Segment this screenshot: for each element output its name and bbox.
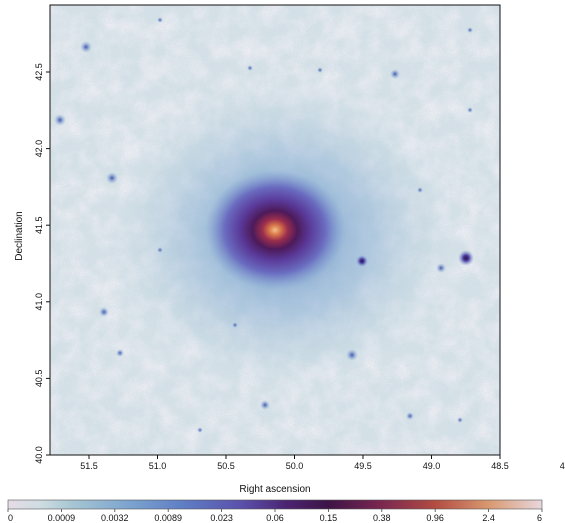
field-star xyxy=(317,67,323,73)
field-star xyxy=(157,17,163,23)
colorbar-tick-label: 0.0032 xyxy=(101,513,129,523)
x-tick-label: 49.5 xyxy=(354,461,372,471)
y-tick-label: 41.5 xyxy=(34,216,44,234)
field-star xyxy=(54,114,66,126)
y-tick-label: 42.0 xyxy=(34,140,44,158)
y-tick-label: 41.0 xyxy=(34,293,44,311)
bright-star xyxy=(356,255,368,267)
colorbar-tick-label: 0.023 xyxy=(210,513,233,523)
field-star xyxy=(406,412,414,420)
field-star xyxy=(436,263,446,273)
y-tick-label: 40.0 xyxy=(34,446,44,464)
field-star xyxy=(197,427,203,433)
x-tick-label: 51.5 xyxy=(80,461,98,471)
colorbar-tick-label: 2.4 xyxy=(482,513,495,523)
map-frame xyxy=(49,4,501,456)
colorbar-ticks: 0 0.0009 0.0032 0.0089 0.023 0.06 0.15 0.38 0.96… xyxy=(7,509,543,523)
field-star xyxy=(260,400,270,410)
colorbar-tick-label: 0.15 xyxy=(320,513,338,523)
x-tick-label: 51.0 xyxy=(149,461,167,471)
y-axis-ticks: 40.0 40.5 41.0 41.5 42.0 42.5 xyxy=(34,63,50,464)
x-axis-title: Right ascension xyxy=(239,484,310,495)
x-tick-label: 50.5 xyxy=(217,461,235,471)
field-star xyxy=(467,107,473,113)
sky-image xyxy=(50,5,500,455)
x-axis-ticks: 51.5 51.0 50.5 50.0 49.5 49.0 48.5 48.0 xyxy=(80,455,565,471)
x-tick-label: 48.0 xyxy=(560,461,565,471)
field-star xyxy=(247,65,253,71)
x-tick-label: 48.5 xyxy=(491,461,509,471)
field-star xyxy=(116,349,124,357)
colorbar xyxy=(7,499,543,510)
y-axis-title: Declination xyxy=(14,211,25,260)
galaxy-core xyxy=(205,170,345,290)
colorbar-tick-label: 0.38 xyxy=(373,513,391,523)
y-tick-label: 42.5 xyxy=(34,63,44,81)
colorbar-tick-label: 0.0089 xyxy=(154,513,182,523)
x-tick-label: 49.0 xyxy=(423,461,441,471)
field-star xyxy=(346,349,358,361)
field-star xyxy=(106,172,118,184)
x-tick-label: 50.0 xyxy=(286,461,304,471)
field-star xyxy=(467,27,473,33)
field-star xyxy=(417,187,423,193)
field-star xyxy=(157,247,163,253)
colorbar-tick-label: 6 xyxy=(537,513,542,523)
field-star xyxy=(99,307,109,317)
field-star xyxy=(457,417,463,423)
colorbar-tick-label: 0 xyxy=(8,513,13,523)
colorbar-tick-label: 0.0009 xyxy=(48,513,76,523)
colorbar-tick-label: 0.06 xyxy=(266,513,284,523)
field-star xyxy=(390,69,400,79)
field-star xyxy=(80,41,92,53)
field-star xyxy=(232,322,238,328)
bright-star xyxy=(458,250,474,266)
colorbar-tick-label: 0.96 xyxy=(426,513,444,523)
y-tick-label: 40.5 xyxy=(34,370,44,388)
